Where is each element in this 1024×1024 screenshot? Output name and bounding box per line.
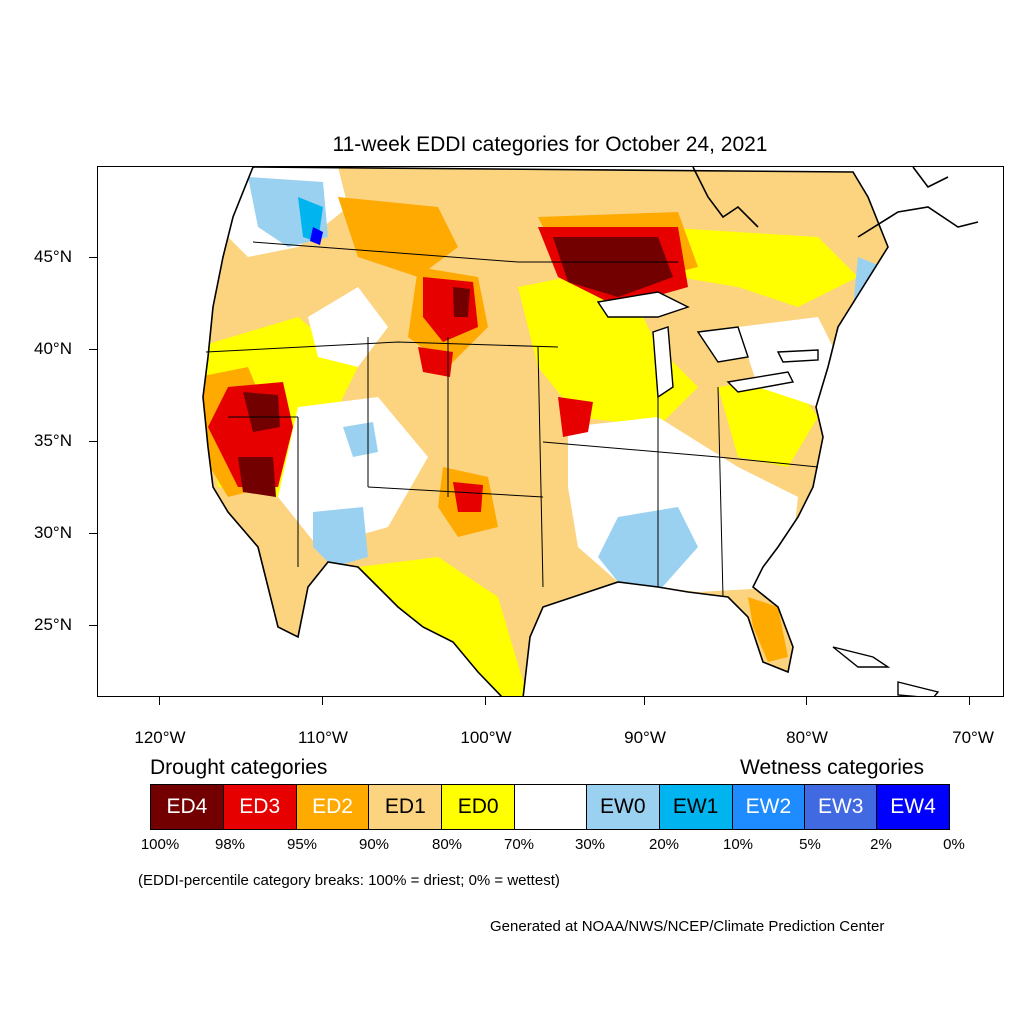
legend-label: EW4 <box>890 795 936 818</box>
legend-break: 80% <box>431 836 463 853</box>
lon-tick <box>806 697 807 705</box>
lat-label: 40°N <box>34 339 72 358</box>
legend-break: 70% <box>503 836 535 853</box>
legend-label: ED4 <box>166 795 208 818</box>
legend-colorbar: ED4 ED3 ED2 ED1 ED0 EW0 EW1 EW2 EW3 EW4 <box>150 784 950 830</box>
credit-text: Generated at NOAA/NWS/NCEP/Climate Predi… <box>490 918 885 935</box>
legend-label: ED2 <box>312 795 353 818</box>
eddi-map <box>97 166 1004 697</box>
drought-legend-title: Drought categories <box>150 756 328 779</box>
legend-break: 2% <box>870 836 892 853</box>
map-canvas <box>202 167 979 696</box>
lat-tick <box>89 349 97 350</box>
legend-swatch-ed2: ED2 <box>296 785 370 829</box>
lat-label: 45°N <box>34 247 72 266</box>
legend-break: 90% <box>358 836 390 853</box>
lat-tick <box>89 257 97 258</box>
lon-tick <box>485 697 486 705</box>
lon-label: 100°W <box>460 728 512 747</box>
legend-swatch-ew2: EW2 <box>732 785 806 829</box>
lat-tick <box>89 441 97 442</box>
legend-swatch-ew1: EW1 <box>659 785 733 829</box>
legend-break: 98% <box>214 836 246 853</box>
legend-swatch-ed3: ED3 <box>223 785 297 829</box>
legend-label: ED1 <box>384 795 426 818</box>
lon-tick <box>644 697 645 705</box>
legend-label: EW3 <box>817 795 864 818</box>
legend-swatch-ew4: EW4 <box>877 785 949 829</box>
map-title: 11-week EDDI categories for October 24, … <box>332 133 768 156</box>
lat-tick <box>89 625 97 626</box>
lon-label: 110°W <box>298 728 348 747</box>
wetness-legend-title: Wetness categories <box>740 756 925 779</box>
legend-break: 0% <box>943 836 965 853</box>
legend-label: EW2 <box>745 795 792 818</box>
lon-label: 70°W <box>952 728 994 747</box>
legend-label: EW1 <box>672 795 719 818</box>
legend-break: 100% <box>140 836 180 853</box>
lon-tick <box>322 697 323 705</box>
lat-label: 30°N <box>34 523 72 542</box>
legend-swatch-ed0: ED0 <box>442 785 516 829</box>
lat-tick <box>89 533 97 534</box>
legend-break: 95% <box>286 836 318 853</box>
lon-label: 90°W <box>624 728 666 747</box>
legend-swatch-ed4: ED4 <box>151 785 224 829</box>
lat-label: 25°N <box>34 615 72 634</box>
lon-tick <box>969 697 970 705</box>
lon-tick <box>159 697 160 705</box>
legend-label: ED3 <box>239 795 281 818</box>
lat-label: 35°N <box>34 431 72 450</box>
legend-swatch-ew0: EW0 <box>586 785 660 829</box>
legend-break: 20% <box>648 836 680 853</box>
lon-label: 120°W <box>134 728 186 747</box>
lon-label: 80°W <box>786 728 828 747</box>
legend-label: ED0 <box>457 795 499 818</box>
legend-break: 10% <box>722 836 754 853</box>
legend-swatch-ed1: ED1 <box>369 785 443 829</box>
legend-label: EW0 <box>600 795 646 818</box>
legend-break: 5% <box>799 836 821 853</box>
legend-break: 30% <box>574 836 606 853</box>
category-note: (EDDI-percentile category breaks: 100% =… <box>138 872 560 889</box>
legend-swatch-normal <box>515 785 587 829</box>
legend-swatch-ew3: EW3 <box>805 785 878 829</box>
